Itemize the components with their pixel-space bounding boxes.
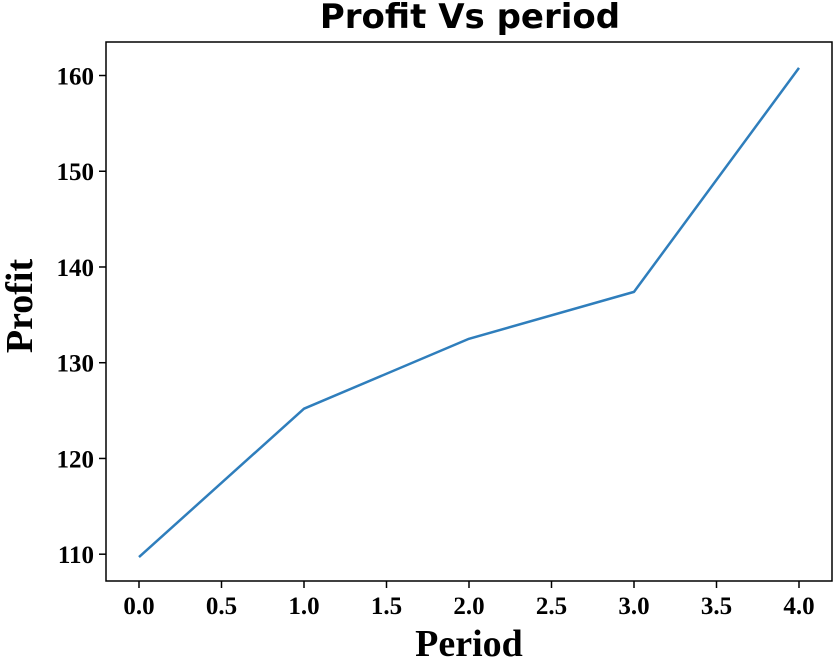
x-axis-label: Period: [415, 623, 523, 661]
y-tick-label: 110: [58, 542, 94, 569]
y-tick-label: 140: [57, 255, 95, 282]
x-tick-label: 4.0: [783, 593, 814, 620]
x-tick-label: 3.5: [701, 593, 732, 620]
y-tick-label: 120: [57, 446, 95, 473]
x-tick-label: 3.0: [618, 593, 649, 620]
y-axis-label: Profit: [0, 259, 41, 354]
x-tick-label: 1.5: [371, 593, 402, 620]
x-axis: 0.0 0.5 1.0 1.5 2.0 2.5 3.0 3.5 4.0: [123, 581, 815, 620]
series-line: [138, 67, 801, 558]
plot-frame: [105, 41, 833, 582]
chart-title: Profit Vs period: [320, 0, 620, 37]
x-tick-label: 0.5: [206, 593, 237, 620]
y-axis: 110 120 130 140 150 160: [57, 64, 106, 569]
x-tick-label: 2.0: [453, 593, 484, 620]
series-group: [138, 67, 801, 558]
x-tick-label: 1.0: [288, 593, 319, 620]
y-tick-label: 130: [57, 351, 95, 378]
y-tick-label: 150: [57, 159, 95, 186]
x-tick-label: 0.0: [123, 593, 154, 620]
y-tick-label: 160: [57, 64, 95, 91]
x-tick-label: 2.5: [536, 593, 567, 620]
